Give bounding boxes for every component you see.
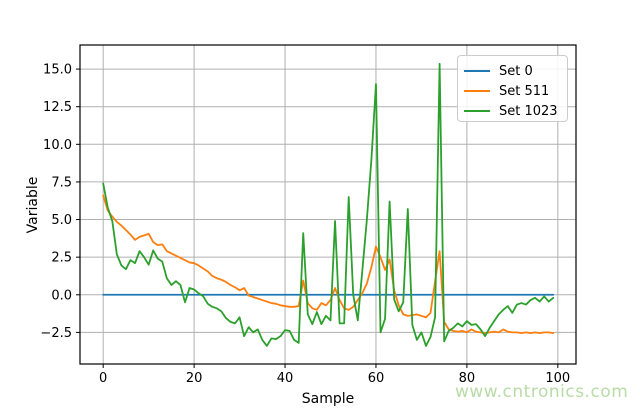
- x-tick-label-80: 80: [459, 371, 476, 386]
- x-tick-label-0: 0: [99, 371, 107, 386]
- legend-entry-set-1023: Set 1023: [464, 101, 567, 121]
- legend-label: Set 511: [499, 83, 550, 99]
- y-tick-label-10: 10.0: [43, 138, 72, 153]
- legend-label: Set 0: [499, 63, 533, 79]
- y-tick-label-2.5: 2.5: [51, 251, 72, 266]
- legend-line-swatch: [464, 69, 490, 73]
- x-tick-label-40: 40: [277, 371, 294, 386]
- legend-line-swatch: [464, 89, 490, 93]
- x-tick-label-100: 100: [545, 371, 570, 386]
- x-tick-label-60: 60: [368, 371, 385, 386]
- y-tick-label-15: 15.0: [43, 63, 72, 78]
- series-line-set-1023: [102, 62, 555, 347]
- x-tick-label-20: 20: [186, 371, 203, 386]
- x-axis-title: Sample: [301, 391, 355, 407]
- y-tick-label-0: 0.0: [51, 288, 72, 303]
- y-tick-label-7.5: 7.5: [51, 175, 72, 190]
- y-tick-label-5: 5.0: [51, 213, 72, 228]
- y-axis-title: Variable: [25, 176, 41, 234]
- series-line-set-511: [102, 194, 555, 335]
- legend-line-swatch: [464, 109, 490, 113]
- legend-label: Set 1023: [499, 103, 558, 119]
- y-tick-label--2.5: −2.5: [40, 326, 72, 341]
- legend: Set 0 Set 511 Set 1023: [457, 55, 568, 122]
- legend-entry-set-0: Set 0: [464, 61, 567, 81]
- watermark-text: www.cntronics.com: [455, 382, 629, 402]
- y-tick-label-12.5: 12.5: [43, 100, 72, 115]
- axes-spines: [79, 44, 577, 365]
- legend-entry-set-511: Set 511: [464, 81, 567, 101]
